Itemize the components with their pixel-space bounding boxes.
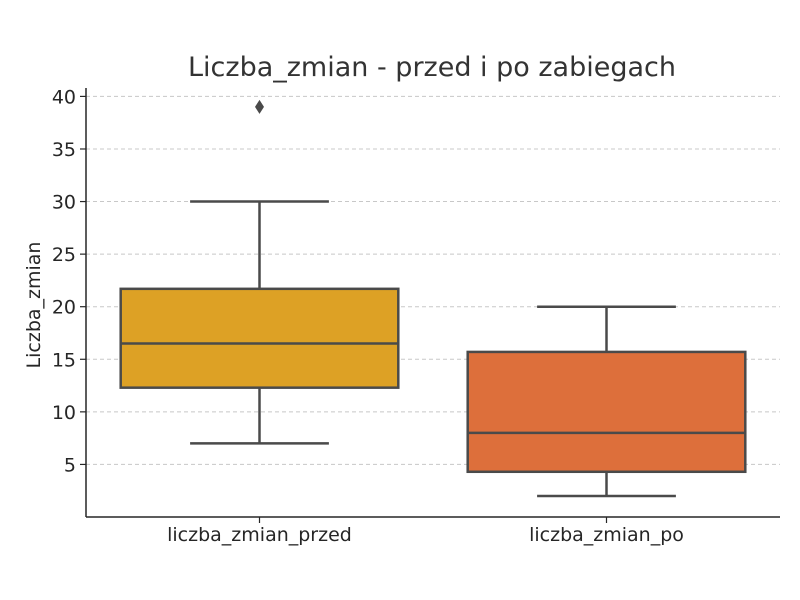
y-tick-label: 5: [64, 454, 76, 476]
iqr-box: [119, 287, 400, 389]
y-axis-label: Liczba_zmian: [23, 242, 45, 369]
x-tick-label: liczba_zmian_przed: [167, 524, 352, 546]
y-tick-label: 30: [52, 192, 76, 214]
box-liczba_zmian_po: [466, 305, 747, 498]
y-tick-label: 40: [52, 86, 76, 108]
y-tick-label: 10: [52, 402, 76, 424]
y-tick-label: 20: [52, 297, 76, 319]
y-axis: 5 10 15 20 25 30 35 40: [52, 86, 87, 517]
y-tick-label: 35: [52, 139, 76, 161]
x-tick-label: liczba_zmian_po: [529, 524, 684, 546]
chart-title: Liczba_zmian - przed i po zabiegach: [188, 52, 676, 83]
box-series: [119, 99, 747, 498]
iqr-box: [466, 350, 747, 474]
y-tick-label: 25: [52, 244, 76, 266]
outlier-marker: [255, 99, 264, 114]
box-liczba_zmian_przed: [119, 99, 400, 445]
y-tick-label: 15: [52, 349, 76, 371]
x-axis: liczba_zmian_przed liczba_zmian_po: [86, 516, 780, 546]
